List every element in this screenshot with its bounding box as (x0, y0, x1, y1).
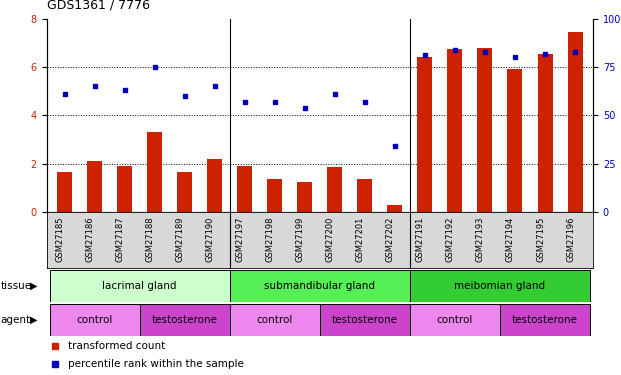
Bar (410, 304, 500, 336)
Text: transformed count: transformed count (68, 341, 166, 351)
Text: GSM27197: GSM27197 (236, 216, 245, 262)
Bar (50, 304, 140, 336)
Text: GSM27201: GSM27201 (356, 216, 365, 262)
Bar (87, 161, 102, 212)
Text: GSM27189: GSM27189 (176, 216, 184, 262)
Text: GSM27198: GSM27198 (266, 216, 274, 262)
Bar (417, 57, 432, 212)
Text: GSM27185: GSM27185 (56, 216, 65, 262)
Text: GSM27202: GSM27202 (386, 216, 395, 262)
Bar (230, 270, 410, 302)
Text: GSM27193: GSM27193 (476, 216, 485, 262)
Text: GSM27194: GSM27194 (506, 216, 515, 262)
Text: GDS1361 / 7776: GDS1361 / 7776 (47, 0, 150, 11)
Bar (507, 69, 522, 212)
Bar (447, 49, 463, 212)
Text: control: control (437, 315, 473, 325)
Bar (320, 304, 410, 336)
Bar (357, 179, 373, 212)
Bar (327, 167, 342, 212)
Text: ▶: ▶ (30, 281, 37, 291)
Bar (147, 132, 162, 212)
Text: percentile rank within the sample: percentile rank within the sample (68, 359, 244, 369)
Bar (177, 172, 193, 212)
Text: GSM27200: GSM27200 (326, 216, 335, 262)
Bar (50, 270, 230, 302)
Text: testosterone: testosterone (512, 315, 578, 325)
Text: GSM27192: GSM27192 (446, 216, 455, 262)
Bar (140, 304, 230, 336)
Bar (207, 159, 222, 212)
Bar (410, 270, 590, 302)
Text: meibomian gland: meibomian gland (455, 281, 545, 291)
Text: GSM27199: GSM27199 (296, 216, 305, 262)
Text: ▶: ▶ (30, 315, 37, 325)
Text: control: control (256, 315, 293, 325)
Text: control: control (76, 315, 113, 325)
Bar (267, 179, 283, 212)
Text: testosterone: testosterone (152, 315, 218, 325)
Text: GSM27191: GSM27191 (416, 216, 425, 262)
Text: GSM27188: GSM27188 (146, 216, 155, 262)
Text: tissue: tissue (1, 281, 32, 291)
Text: GSM27195: GSM27195 (536, 216, 545, 262)
Text: testosterone: testosterone (332, 315, 398, 325)
Text: GSM27186: GSM27186 (86, 216, 94, 262)
Bar (500, 304, 590, 336)
Bar (237, 166, 252, 212)
Text: submandibular gland: submandibular gland (265, 281, 375, 291)
Bar (478, 48, 492, 212)
Bar (230, 304, 320, 336)
Text: lacrimal gland: lacrimal gland (102, 281, 177, 291)
Bar (568, 32, 582, 212)
Bar (117, 166, 132, 212)
Text: GSM27187: GSM27187 (116, 216, 125, 262)
Text: GSM27190: GSM27190 (206, 216, 215, 262)
Bar (297, 182, 312, 212)
Bar (538, 54, 553, 212)
Text: GSM27196: GSM27196 (566, 216, 575, 262)
Bar (57, 172, 72, 212)
Bar (388, 205, 402, 212)
Text: agent: agent (1, 315, 31, 325)
